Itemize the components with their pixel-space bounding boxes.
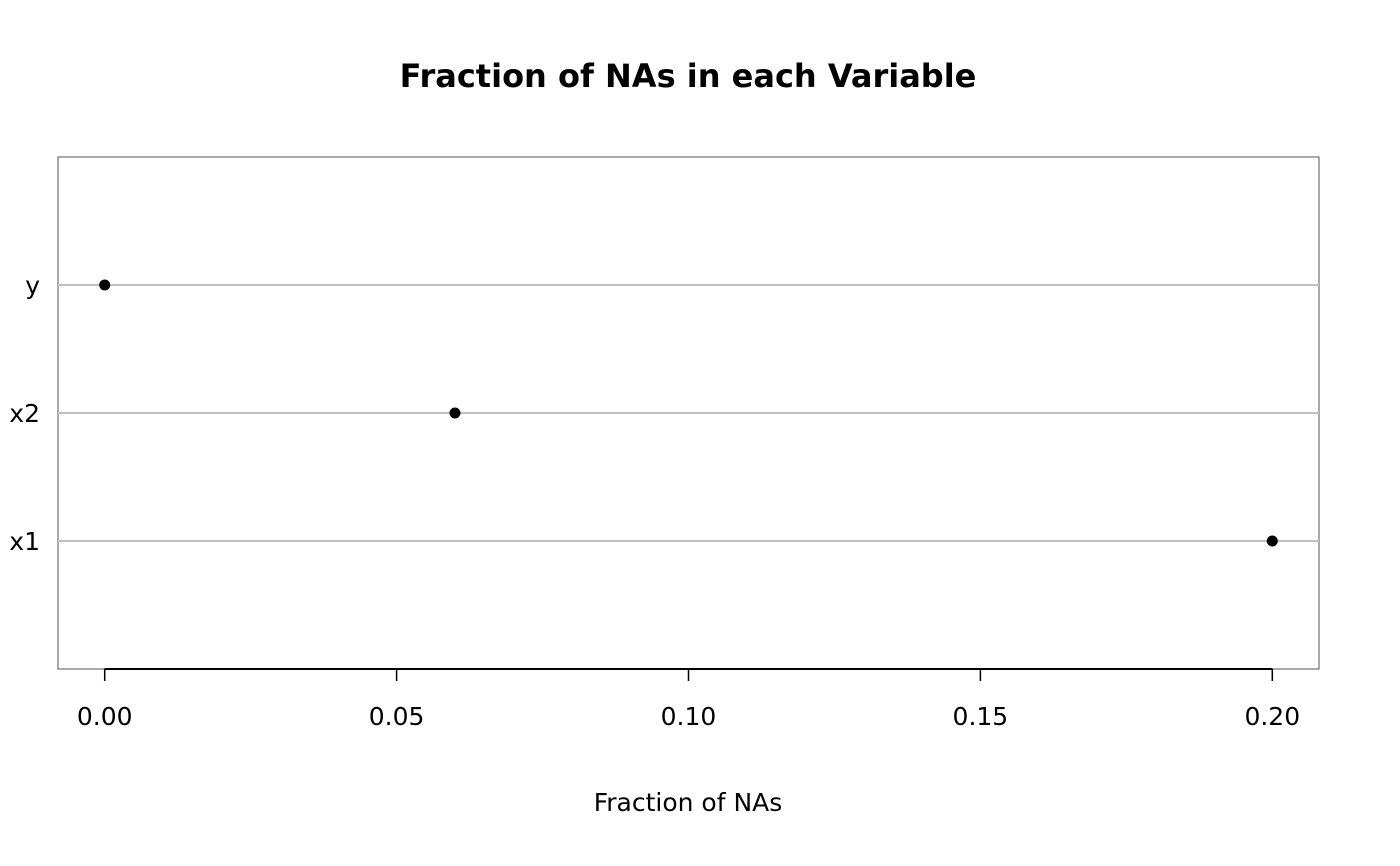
x-tick-label: 0.15 <box>953 702 1009 731</box>
dot <box>449 407 461 419</box>
chart-title: Fraction of NAs in each Variable <box>400 57 977 95</box>
y-tick-label: y <box>25 271 40 300</box>
x-tick-label: 0.10 <box>661 702 717 731</box>
x-tick-label: 0.05 <box>369 702 425 731</box>
x-axis-label: Fraction of NAs <box>594 788 783 817</box>
x-tick-label: 0.00 <box>77 702 133 731</box>
x-tick-label: 0.20 <box>1244 702 1300 731</box>
y-tick-label: x1 <box>9 527 40 556</box>
y-tick-label: x2 <box>9 399 40 428</box>
dot <box>1266 535 1278 547</box>
dot <box>99 279 111 291</box>
